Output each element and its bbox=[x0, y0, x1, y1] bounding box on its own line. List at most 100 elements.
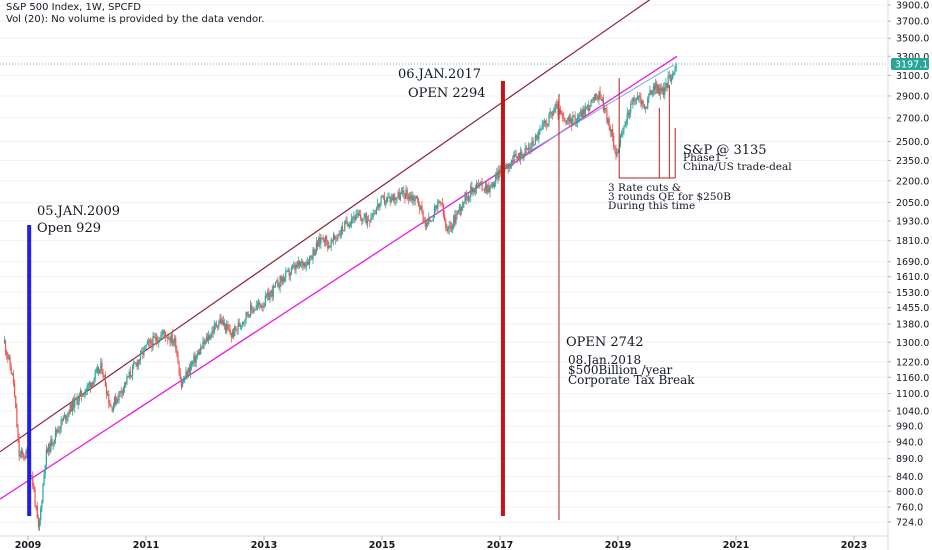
candle-body bbox=[464, 192, 466, 203]
candle-body bbox=[54, 430, 57, 440]
candle-body bbox=[382, 196, 384, 198]
candle-body bbox=[287, 269, 289, 271]
candle-body bbox=[458, 206, 460, 210]
candle-body bbox=[270, 290, 272, 294]
candle-body bbox=[179, 373, 181, 380]
candle-body bbox=[205, 337, 207, 341]
inner-trend-line bbox=[502, 64, 675, 168]
candle-body bbox=[158, 340, 160, 343]
candle-body bbox=[379, 202, 381, 208]
candle-body bbox=[598, 91, 600, 100]
time-axis[interactable]: 2009 2011 2013 2015 2017 2019 2021 2023 bbox=[0, 535, 888, 550]
candle-body bbox=[228, 328, 230, 331]
candle-body bbox=[215, 323, 218, 327]
candle-body bbox=[474, 188, 476, 193]
candle-body bbox=[51, 439, 53, 445]
candle-body bbox=[548, 113, 550, 124]
candle-body bbox=[638, 95, 640, 97]
candle-body bbox=[111, 407, 113, 411]
candle-body bbox=[188, 368, 190, 373]
candle-body bbox=[624, 125, 626, 127]
candle-body bbox=[150, 340, 152, 344]
candle-body bbox=[549, 111, 551, 114]
candle-body bbox=[257, 302, 260, 305]
candle-body bbox=[439, 200, 441, 203]
candle-body bbox=[58, 429, 60, 431]
candle-body bbox=[137, 359, 139, 367]
candle-body bbox=[530, 147, 532, 149]
y-tick-label: 3100.0 bbox=[896, 71, 929, 82]
candle-body bbox=[632, 97, 634, 105]
candle-body bbox=[492, 183, 495, 188]
candle-body bbox=[79, 390, 82, 395]
candle-body bbox=[454, 215, 456, 224]
candle-body bbox=[10, 366, 12, 374]
price-candles bbox=[3, 62, 677, 531]
candle-body bbox=[129, 371, 131, 377]
candle-body bbox=[155, 337, 158, 341]
candle-body bbox=[314, 250, 316, 256]
candle-body bbox=[387, 197, 389, 199]
candle-body bbox=[4, 340, 7, 352]
y-tick-label: 2200.0 bbox=[896, 176, 929, 187]
annotation-2018-amount: $500Billion /year bbox=[568, 363, 673, 377]
candle-body bbox=[493, 182, 496, 188]
candle-body bbox=[268, 292, 270, 300]
y-tick-label: 1930.0 bbox=[896, 216, 929, 227]
candle-body bbox=[238, 322, 240, 327]
candle-body bbox=[589, 106, 591, 111]
candle-body bbox=[349, 223, 352, 225]
y-tick-label: 2500.0 bbox=[896, 137, 929, 148]
candle-body bbox=[594, 94, 597, 101]
y-tick-label: 800.0 bbox=[896, 487, 923, 498]
candle-body bbox=[141, 351, 143, 352]
candle-body bbox=[250, 305, 252, 317]
candle-body bbox=[527, 147, 530, 150]
candle-body bbox=[547, 123, 549, 126]
candle-body bbox=[538, 131, 540, 140]
price-axis[interactable]: 724.0 760.0 800.0 840.0 890.0 940.0 990.0 1040.… bbox=[887, 0, 929, 550]
candle-body bbox=[330, 239, 332, 248]
candle-body bbox=[166, 337, 168, 339]
y-tick-label: 1530.0 bbox=[896, 288, 929, 299]
candle-body bbox=[462, 202, 464, 208]
y-tick-label: 3900.0 bbox=[896, 1, 929, 12]
candle-body bbox=[154, 337, 156, 338]
candle-body bbox=[609, 126, 611, 132]
candle-body bbox=[267, 292, 269, 297]
candle-body bbox=[326, 236, 328, 241]
candle-body bbox=[661, 88, 664, 91]
candle-body bbox=[152, 336, 154, 348]
candle-body bbox=[563, 117, 565, 119]
candle-body bbox=[225, 323, 227, 332]
candle-body bbox=[231, 331, 234, 338]
candle-body bbox=[177, 353, 179, 364]
candle-body bbox=[198, 351, 201, 355]
candle-body bbox=[252, 308, 254, 313]
candle-body bbox=[596, 94, 598, 96]
chart-title: S&P 500 Index, 1W, SPCFD bbox=[6, 2, 141, 13]
candle-body bbox=[420, 205, 422, 210]
candle-body bbox=[191, 363, 193, 366]
candle-body bbox=[331, 239, 333, 241]
candle-body bbox=[96, 368, 99, 371]
candle-body bbox=[50, 439, 52, 452]
annotation-trade-deal: China/US trade-deal bbox=[683, 161, 792, 173]
candle-body bbox=[284, 277, 286, 282]
candle-body bbox=[514, 154, 516, 155]
candle-body bbox=[195, 356, 197, 363]
candle-body bbox=[344, 221, 346, 231]
candle-body bbox=[336, 238, 338, 239]
candle-body bbox=[17, 427, 19, 438]
candle-body bbox=[394, 195, 396, 201]
candle-body bbox=[648, 93, 650, 99]
candle-body bbox=[352, 217, 354, 219]
candle-body bbox=[138, 359, 141, 361]
candle-body bbox=[576, 117, 578, 123]
candle-body bbox=[423, 220, 425, 222]
candle-body bbox=[221, 320, 223, 324]
candle-body bbox=[301, 261, 303, 264]
candle-body bbox=[143, 347, 145, 355]
candle-body bbox=[86, 385, 88, 390]
